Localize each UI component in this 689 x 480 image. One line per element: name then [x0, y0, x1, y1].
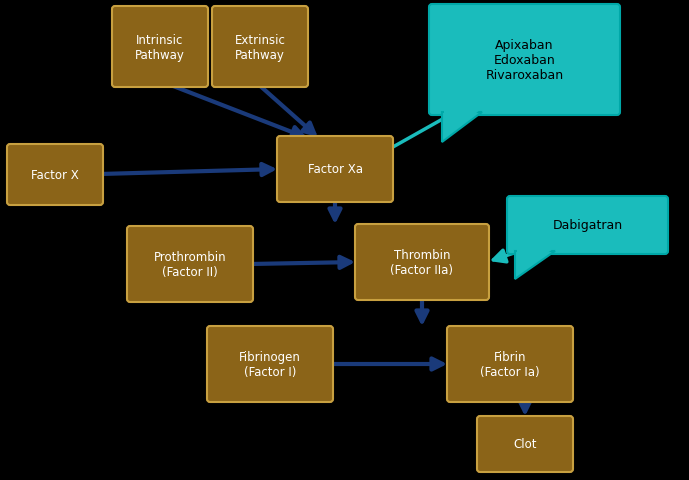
- FancyBboxPatch shape: [207, 326, 333, 402]
- FancyBboxPatch shape: [277, 137, 393, 203]
- FancyBboxPatch shape: [212, 7, 308, 88]
- Text: Fibrin
(Factor Ia): Fibrin (Factor Ia): [480, 350, 539, 378]
- FancyBboxPatch shape: [447, 326, 573, 402]
- Polygon shape: [517, 250, 553, 276]
- FancyBboxPatch shape: [7, 144, 103, 205]
- FancyBboxPatch shape: [355, 225, 489, 300]
- Text: Thrombin
(Factor IIa): Thrombin (Factor IIa): [391, 249, 453, 276]
- Text: Apixaban
Edoxaban
Rivaroxaban: Apixaban Edoxaban Rivaroxaban: [486, 39, 564, 82]
- FancyBboxPatch shape: [429, 5, 620, 116]
- Polygon shape: [444, 111, 480, 139]
- Text: Clot: Clot: [513, 438, 537, 451]
- Text: Prothrombin
(Factor II): Prothrombin (Factor II): [154, 251, 226, 278]
- FancyBboxPatch shape: [112, 7, 208, 88]
- FancyBboxPatch shape: [507, 197, 668, 254]
- Text: Fibrinogen
(Factor I): Fibrinogen (Factor I): [239, 350, 301, 378]
- Polygon shape: [442, 113, 482, 143]
- Text: Factor X: Factor X: [31, 168, 79, 181]
- Text: Factor Xa: Factor Xa: [307, 163, 362, 176]
- FancyBboxPatch shape: [477, 416, 573, 472]
- Text: Intrinsic
Pathway: Intrinsic Pathway: [135, 34, 185, 61]
- FancyBboxPatch shape: [127, 227, 253, 302]
- Text: Dabigatran: Dabigatran: [553, 219, 623, 232]
- Text: Extrinsic
Pathway: Extrinsic Pathway: [234, 34, 285, 61]
- Polygon shape: [515, 252, 555, 279]
